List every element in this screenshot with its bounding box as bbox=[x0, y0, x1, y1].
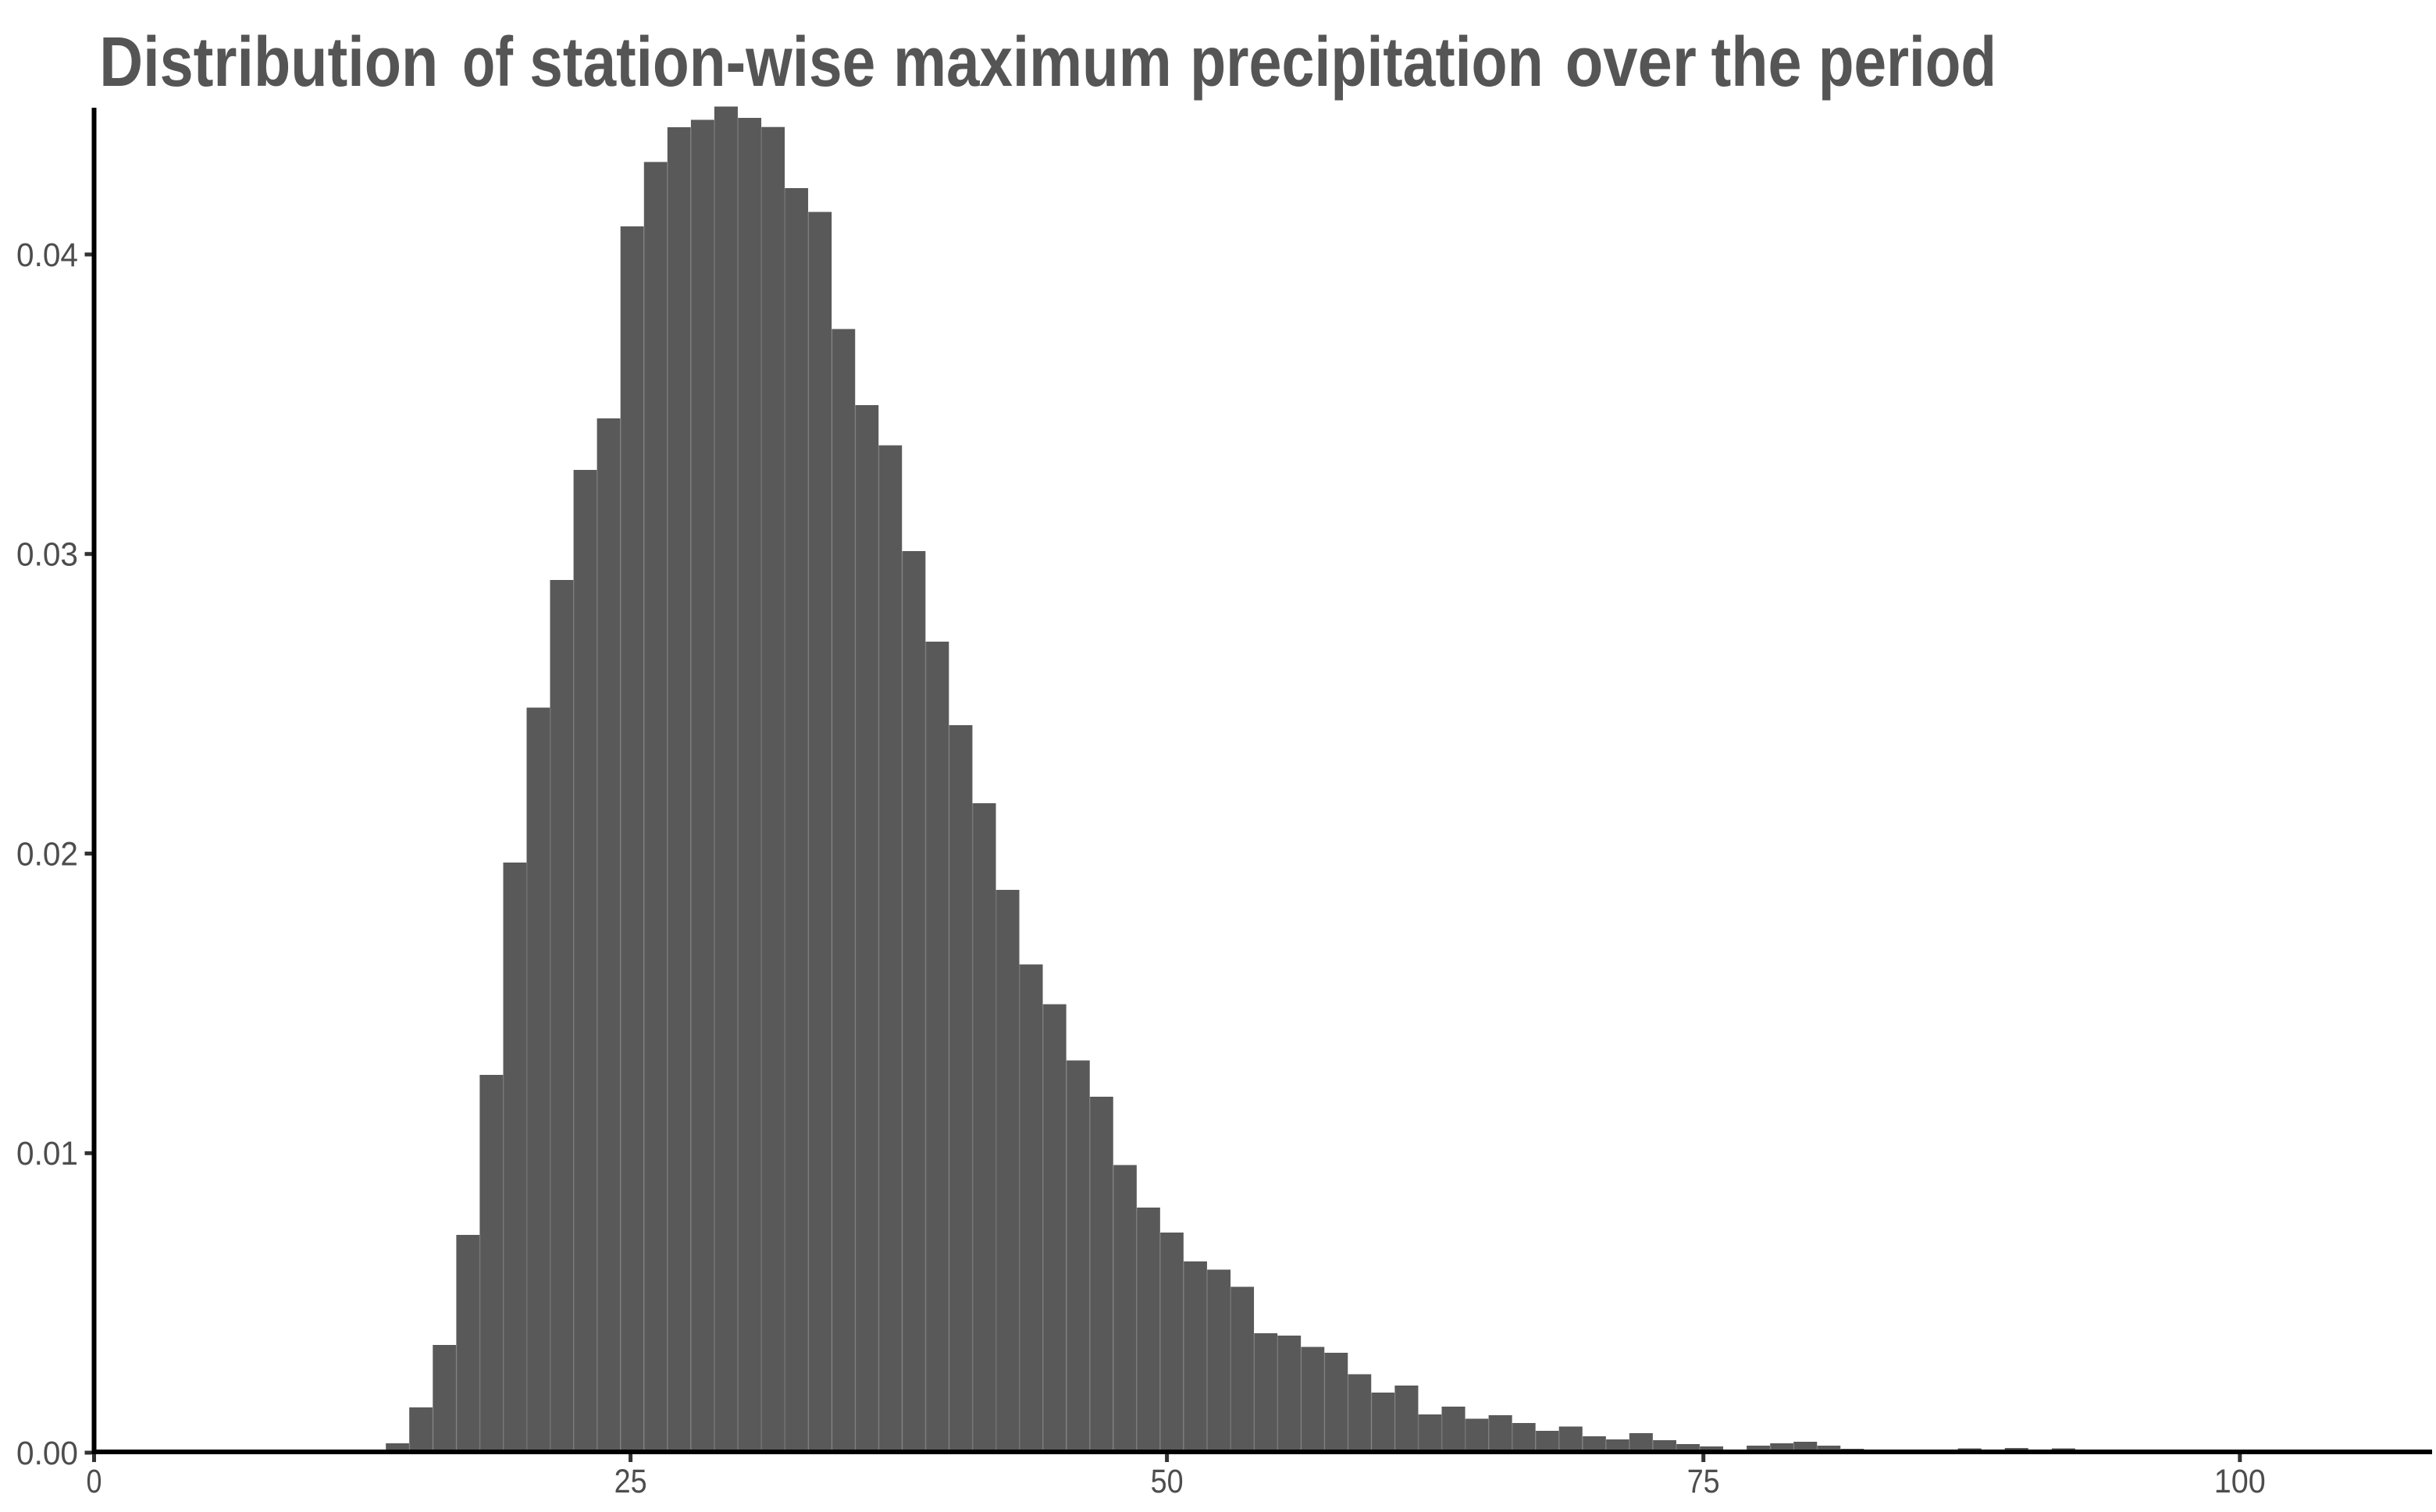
svg-text:25: 25 bbox=[614, 1463, 647, 1500]
svg-text:over: over bbox=[1565, 23, 1697, 101]
svg-text:precipitation: precipitation bbox=[1190, 23, 1544, 101]
svg-text:period: period bbox=[1818, 23, 1996, 101]
svg-text:100: 100 bbox=[2214, 1463, 2266, 1500]
svg-text:0.00: 0.00 bbox=[16, 1435, 78, 1472]
svg-text:50: 50 bbox=[1151, 1463, 1184, 1500]
svg-text:75: 75 bbox=[1687, 1463, 1720, 1500]
svg-text:maximum: maximum bbox=[893, 23, 1172, 101]
svg-text:of: of bbox=[462, 23, 514, 101]
svg-text:0.02: 0.02 bbox=[16, 835, 78, 873]
svg-text:0: 0 bbox=[87, 1463, 102, 1500]
svg-text:the: the bbox=[1711, 23, 1802, 101]
svg-text:station-wise: station-wise bbox=[529, 23, 875, 101]
svg-text:Distribution: Distribution bbox=[99, 23, 438, 101]
svg-text:0.04: 0.04 bbox=[16, 237, 78, 274]
svg-text:0.03: 0.03 bbox=[16, 536, 78, 574]
svg-text:0.01: 0.01 bbox=[16, 1135, 78, 1172]
